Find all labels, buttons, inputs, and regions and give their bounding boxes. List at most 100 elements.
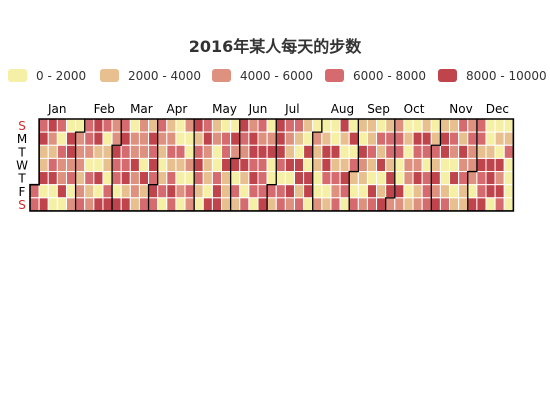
- day-cell: [339, 157, 350, 173]
- day-cell: [357, 144, 368, 159]
- day-cell: [120, 184, 131, 199]
- day-cell: [75, 197, 86, 212]
- day-cell: [102, 171, 113, 186]
- day-cell: [230, 171, 241, 186]
- day-cell: [458, 197, 469, 212]
- day-cell: [376, 184, 387, 199]
- day-cell: [284, 118, 295, 133]
- day-cell: [376, 131, 387, 146]
- day-cell: [503, 197, 514, 212]
- day-cell: [38, 131, 49, 146]
- day-cell: [312, 131, 323, 146]
- day-cell: [494, 184, 505, 199]
- day-cell: [138, 157, 150, 173]
- day-cell: [56, 171, 67, 186]
- day-cell: [257, 157, 268, 173]
- day-cell: [421, 171, 432, 186]
- day-cell: [184, 144, 195, 159]
- day-cell: [47, 144, 58, 159]
- day-cell: [239, 184, 250, 199]
- day-cell: [193, 184, 204, 199]
- day-cell: [138, 118, 150, 133]
- day-cell: [421, 184, 432, 199]
- day-cell: [430, 184, 441, 199]
- day-cell: [84, 118, 95, 133]
- day-cell: [93, 171, 104, 186]
- day-cell: [366, 171, 378, 186]
- day-cell: [102, 144, 113, 159]
- day-cell: [120, 171, 131, 186]
- day-cell: [376, 197, 387, 212]
- day-cell: [111, 118, 122, 133]
- day-cell: [293, 144, 305, 159]
- day-cell: [330, 131, 341, 146]
- day-cell: [330, 118, 341, 133]
- day-cell: [275, 157, 286, 173]
- day-cell: [485, 144, 496, 159]
- day-cell: [303, 118, 314, 133]
- day-cell: [157, 197, 168, 212]
- day-cell: [449, 131, 460, 146]
- legend-swatch: [325, 69, 344, 82]
- month-label: Jun: [248, 102, 268, 116]
- day-cell: [312, 118, 323, 133]
- day-cell: [284, 131, 295, 146]
- day-cell: [129, 131, 140, 146]
- day-cell: [385, 197, 396, 212]
- day-cell: [221, 197, 232, 212]
- day-cell: [102, 197, 113, 212]
- day-cell: [293, 197, 305, 212]
- day-cell: [111, 157, 122, 173]
- day-cell: [467, 118, 478, 133]
- day-cell: [166, 197, 177, 212]
- day-cell: [430, 171, 441, 186]
- day-cell: [357, 157, 368, 173]
- day-cell: [102, 184, 113, 199]
- day-cell: [193, 171, 204, 186]
- day-cell: [120, 118, 131, 133]
- day-cell: [111, 131, 122, 146]
- day-cell: [293, 131, 305, 146]
- month-divider: [348, 119, 359, 211]
- day-cell: [494, 144, 505, 159]
- day-cell: [357, 171, 368, 186]
- legend-swatch: [438, 69, 457, 82]
- day-cell: [412, 131, 423, 146]
- day-cell: [321, 144, 332, 159]
- day-cell: [239, 131, 250, 146]
- month-divider: [147, 119, 159, 211]
- day-cell: [230, 197, 241, 212]
- legend-label: 4000 - 6000: [240, 69, 314, 83]
- day-cell: [449, 118, 460, 133]
- day-cell: [485, 131, 496, 146]
- legend-label: 8000 - 10000: [466, 69, 547, 83]
- day-cell: [321, 184, 332, 199]
- day-cell: [175, 131, 186, 146]
- day-cell: [503, 144, 514, 159]
- day-label: S: [18, 198, 26, 212]
- day-cell: [366, 197, 378, 212]
- day-cell: [430, 157, 441, 173]
- day-cell: [449, 171, 460, 186]
- day-cell: [476, 131, 487, 146]
- day-cell: [184, 184, 195, 199]
- month-divider: [312, 119, 323, 211]
- day-cell: [421, 131, 432, 146]
- month-divider: [385, 119, 396, 211]
- day-cell: [239, 118, 250, 133]
- day-cell: [458, 184, 469, 199]
- day-label: S: [18, 119, 26, 133]
- day-cell: [84, 144, 95, 159]
- day-cell: [65, 197, 77, 212]
- day-cell: [166, 131, 177, 146]
- day-cell: [120, 197, 131, 212]
- day-cell: [65, 184, 77, 199]
- day-cell: [284, 197, 295, 212]
- day-cell: [403, 184, 414, 199]
- day-cell: [38, 197, 49, 212]
- day-cell: [449, 144, 460, 159]
- day-cell: [449, 184, 460, 199]
- day-cell: [93, 157, 104, 173]
- day-cell: [376, 171, 387, 186]
- day-cell: [421, 144, 432, 159]
